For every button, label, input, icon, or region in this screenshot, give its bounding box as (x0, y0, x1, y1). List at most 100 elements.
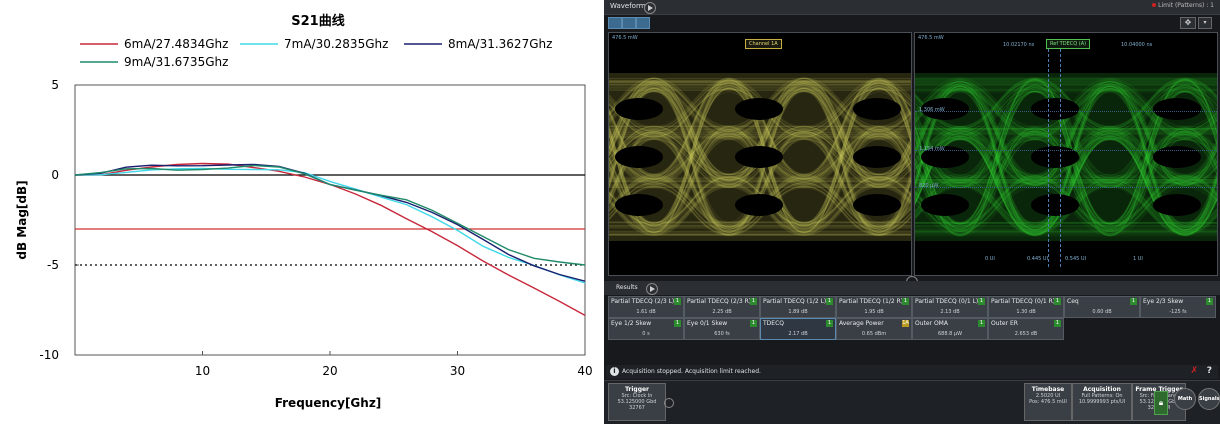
result-cell[interactable]: Partial TDECQ (1/2 L) 1 1.89 dB (760, 296, 836, 318)
cursor-line-a[interactable] (1048, 49, 1049, 267)
result-name: Outer OMA (915, 320, 948, 327)
eye-opening (735, 194, 783, 216)
eye-pane-green[interactable]: 476.5 mW 10.02170 ns Ref TDECQ (A) 10.04… (914, 32, 1218, 276)
channel-label[interactable]: Channel 1A (745, 39, 782, 49)
tool-cursor-button[interactable] (636, 17, 650, 29)
result-value: -125 fs (1169, 309, 1187, 315)
result-name: Partial TDECQ (0/1 R) (991, 298, 1056, 305)
move-icon[interactable]: ✥ (1180, 17, 1196, 29)
eye-trace (609, 132, 911, 230)
legend-label: 7mA/30.2835Ghz (284, 37, 388, 51)
result-name: Partial TDECQ (0/1 L) (915, 298, 979, 305)
eye-trace (609, 132, 911, 231)
eye-trace (609, 131, 911, 229)
cursor-line-b[interactable] (1060, 49, 1061, 267)
result-value: 2.17 dB (788, 331, 808, 337)
eye-opening (1031, 98, 1079, 120)
result-cell[interactable]: Partial TDECQ (0/1 L) 1 2.13 dB (912, 296, 988, 318)
eye-trace (915, 138, 1217, 236)
eye-opening (921, 146, 969, 168)
result-cell[interactable]: TDECQ 1 2.17 dB (760, 318, 836, 340)
x-tick-label: 20 (322, 364, 337, 378)
eye-trace (609, 87, 911, 186)
eye-trace (609, 81, 911, 179)
result-source-badge: 1 (826, 320, 833, 327)
eye-trace (609, 84, 911, 183)
result-source-badge: 1 (750, 320, 757, 327)
eye-trace (609, 126, 911, 225)
eye-trace (915, 127, 1217, 225)
eye-trace (915, 126, 1217, 224)
tool-zoom-button[interactable] (622, 17, 636, 29)
result-cell[interactable]: Partial TDECQ (1/2 R) 1 1.95 dB (836, 296, 912, 318)
eye-trace (609, 91, 911, 189)
play-icon[interactable] (644, 2, 656, 14)
help-icon[interactable]: ? (1206, 366, 1212, 376)
eye-trace (915, 131, 1217, 229)
eye-opening (735, 98, 783, 120)
result-value: 630 fs (714, 331, 730, 337)
status-bar: i Acquisition stopped. Acquisition limit… (606, 365, 1218, 379)
eye-trace (609, 90, 911, 188)
eye-trace (609, 82, 911, 180)
result-cell[interactable]: Outer ER 1 2.653 dB (988, 318, 1064, 340)
result-cell[interactable]: Ceq 1 0.60 dB (1064, 296, 1140, 318)
eye-trace (609, 134, 911, 233)
eye-trace (915, 125, 1217, 223)
eye-opening (1031, 194, 1079, 216)
status-message: Acquisition stopped. Acquisition limit r… (622, 368, 761, 375)
result-source-badge: 1 (1206, 298, 1213, 305)
result-cell[interactable]: Partial TDECQ (2/3 L) 1 1.61 dB (608, 296, 684, 318)
eye-opening (1031, 146, 1079, 168)
eye-trace (915, 127, 1217, 225)
acquisition-box[interactable]: Acquisition Full Patterns: On 10.9999993… (1072, 383, 1132, 421)
play-icon[interactable] (646, 283, 658, 295)
signals-button[interactable]: Signals (1198, 388, 1220, 410)
level-label: 820 µW (919, 183, 939, 189)
trigger-settings-icon[interactable] (664, 398, 674, 408)
x-axis-tick: 1 UI (1133, 256, 1143, 262)
eye-pane-yellow[interactable]: 476.5 mW Channel 1A (608, 32, 912, 276)
eye-trace (915, 131, 1217, 229)
results-tab-label[interactable]: Results (616, 284, 638, 291)
tdecq-marker-label[interactable]: Ref TDECQ (A) (1046, 39, 1091, 49)
result-cell[interactable]: Eye 2/3 Skew 1 -125 fs (1140, 296, 1216, 318)
eye-trace (915, 137, 1217, 235)
result-cell[interactable]: Eye 0/1 Skew 1 630 fs (684, 318, 760, 340)
eye-trace (609, 138, 911, 237)
eye-trace (609, 77, 911, 175)
info-icon: i (610, 367, 619, 376)
lock-icon[interactable]: 🔒︎ (1154, 391, 1168, 415)
eye-trace (609, 126, 911, 224)
tool-grid-button[interactable] (608, 17, 622, 29)
result-cell[interactable]: Average Power 1A 0.65 dBm (836, 318, 912, 340)
eye-trace (915, 135, 1217, 233)
result-cell[interactable]: Partial TDECQ (0/1 R) 1 1.30 dB (988, 296, 1064, 318)
result-cell[interactable]: Partial TDECQ (2/3 R) 1 2.25 dB (684, 296, 760, 318)
result-cell[interactable]: Eye 1/2 Skew 1 0 s (608, 318, 684, 340)
eye-opening (1153, 146, 1201, 168)
timebase-box[interactable]: Timebase 2.5020 UI Pos: 476.5 mUI (1024, 383, 1072, 421)
eye-trace (915, 138, 1217, 236)
y-tick-label: -10 (39, 348, 59, 362)
eye-trace (915, 133, 1217, 231)
chevron-down-icon[interactable]: ▾ (1198, 17, 1212, 29)
x-tick-label: 30 (450, 364, 465, 378)
eye-trace (609, 135, 911, 233)
waveform-tab-label[interactable]: Waveform (610, 2, 646, 10)
s21-chart: S21曲线 6mA/27.4834Ghz 7mA/30.2835Ghz 8mA/31… (0, 0, 604, 423)
eye-trace (609, 80, 911, 178)
eye-trace (915, 130, 1217, 228)
trigger-box[interactable]: Trigger Src: Clock In 53.125000 Gbd 3276… (608, 383, 666, 421)
eye-trace (609, 134, 911, 232)
math-button[interactable]: Math (1174, 388, 1196, 410)
eye-trace (915, 129, 1217, 228)
eye-trace (915, 81, 1217, 179)
eye-trace (609, 77, 911, 175)
eye-trace (915, 138, 1217, 236)
eye-trace (609, 83, 911, 181)
alert-icon[interactable]: ✗ (1190, 366, 1198, 376)
result-cell[interactable]: Outer OMA 1 688.8 µW (912, 318, 988, 340)
eye-trace (915, 132, 1217, 230)
